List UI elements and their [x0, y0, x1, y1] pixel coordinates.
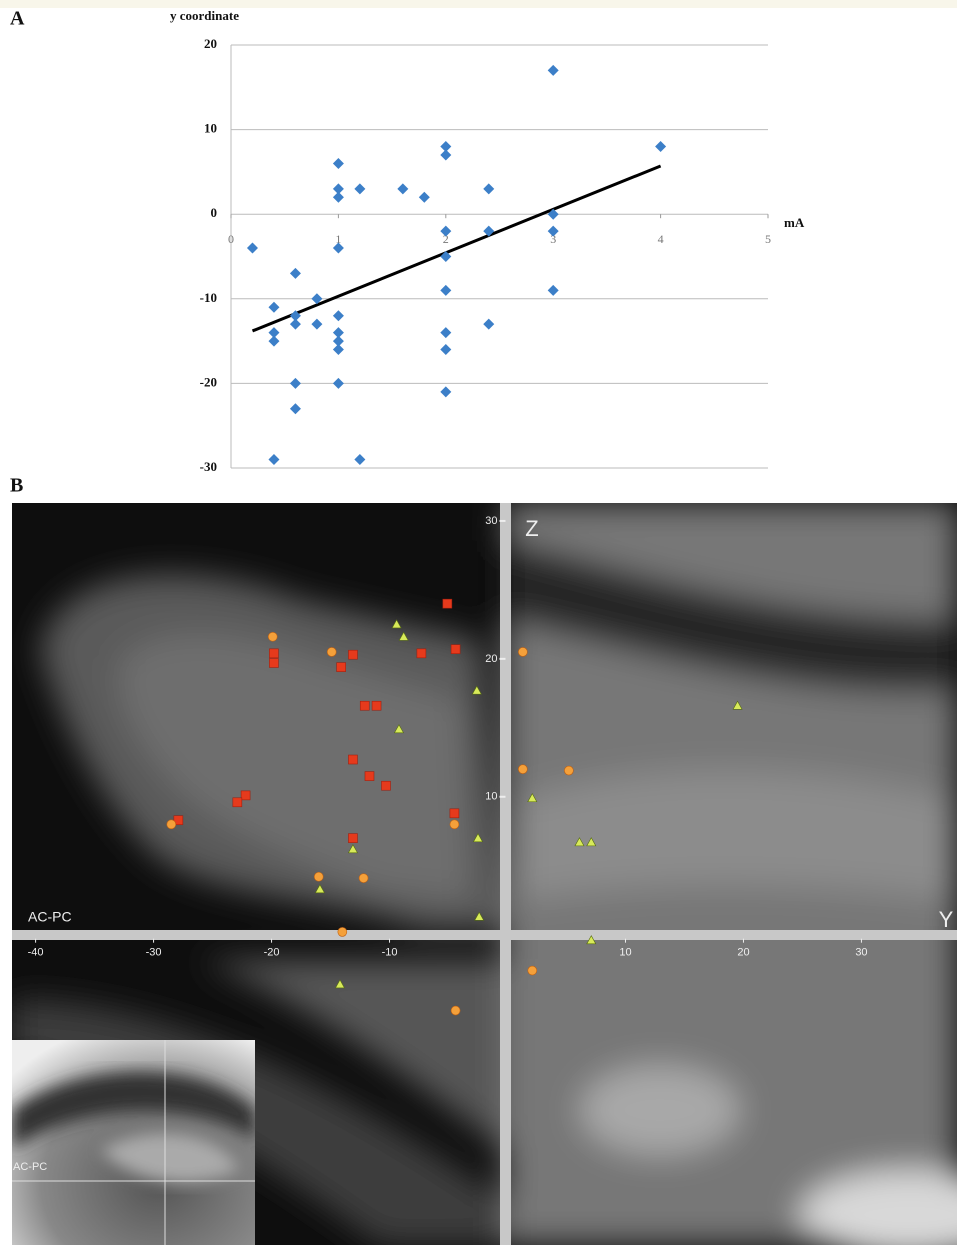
y-tick-label: -10: [200, 290, 217, 305]
top-strip: [0, 0, 957, 8]
point: [451, 645, 460, 654]
point: [450, 809, 459, 818]
x-tick-label: -30: [146, 947, 162, 959]
y-tick-label: 30: [485, 515, 497, 527]
annotation: AC-PC: [28, 909, 72, 925]
point: [333, 192, 344, 203]
x-tick-label: 5: [765, 232, 771, 246]
point: [333, 378, 344, 389]
point: [397, 183, 408, 194]
trendline: [252, 166, 660, 331]
point: [354, 183, 365, 194]
x-tick-label: 20: [737, 947, 749, 959]
point: [268, 336, 279, 347]
y-tick-label: -20: [200, 374, 217, 389]
x-tick-label: 10: [619, 947, 631, 959]
x-tick-label: 30: [855, 947, 867, 959]
x-axis-title: Y: [939, 907, 954, 932]
point: [528, 966, 537, 975]
x-axis-title: mA: [784, 215, 805, 230]
point: [290, 319, 301, 330]
y-tick-label: 0: [211, 205, 218, 220]
point: [247, 243, 258, 254]
point: [337, 663, 346, 672]
point: [440, 327, 451, 338]
point: [311, 319, 322, 330]
point: [290, 268, 301, 279]
point: [348, 650, 357, 659]
point: [483, 319, 494, 330]
point: [440, 386, 451, 397]
point: [417, 649, 426, 658]
annotation: AC-PC: [13, 1161, 47, 1173]
point: [483, 183, 494, 194]
point: [327, 647, 336, 656]
point: [518, 765, 527, 774]
figure: A y coordinate mA B AC-PC AC-PC Y Z -30 -…: [0, 0, 957, 1245]
point: [338, 927, 347, 936]
point: [443, 599, 452, 608]
point: [450, 820, 459, 829]
point: [348, 834, 357, 843]
panel-label: B: [10, 475, 23, 497]
y-axis-title: y coordinate: [170, 8, 239, 23]
inset-image: [12, 1040, 255, 1245]
point: [655, 141, 666, 152]
point: [167, 820, 176, 829]
x-tick-label: -40: [28, 947, 44, 959]
point: [548, 65, 559, 76]
point: [333, 158, 344, 169]
point: [314, 872, 323, 881]
y-axis-title: Z: [525, 516, 538, 541]
point: [333, 344, 344, 355]
y-tick-label: 10: [485, 791, 497, 803]
point: [233, 798, 242, 807]
y-tick-label: 10: [204, 121, 217, 136]
point: [290, 378, 301, 389]
point: [372, 701, 381, 710]
point: [440, 285, 451, 296]
x-tick-label: 0: [228, 232, 234, 246]
point: [419, 192, 430, 203]
point: [548, 285, 559, 296]
point: [268, 632, 277, 641]
y-tick-label: -30: [200, 459, 217, 474]
point: [440, 149, 451, 160]
point: [269, 658, 278, 667]
point: [365, 772, 374, 781]
point: [518, 647, 527, 656]
point: [451, 1006, 460, 1015]
y-tick-label: 20: [204, 36, 217, 51]
point: [359, 874, 368, 883]
x-tick-label: -10: [382, 947, 398, 959]
x-tick-label: -20: [264, 947, 280, 959]
point: [381, 781, 390, 790]
y-tick-label: 20: [485, 653, 497, 665]
point: [440, 344, 451, 355]
point: [241, 791, 250, 800]
x-tick-label: 4: [658, 232, 664, 246]
point: [269, 649, 278, 658]
point: [564, 766, 573, 775]
point: [333, 310, 344, 321]
point: [348, 755, 357, 764]
point: [290, 403, 301, 414]
point: [268, 302, 279, 313]
panel-label: A: [10, 8, 25, 30]
point: [268, 454, 279, 465]
point: [360, 701, 369, 710]
point: [354, 454, 365, 465]
